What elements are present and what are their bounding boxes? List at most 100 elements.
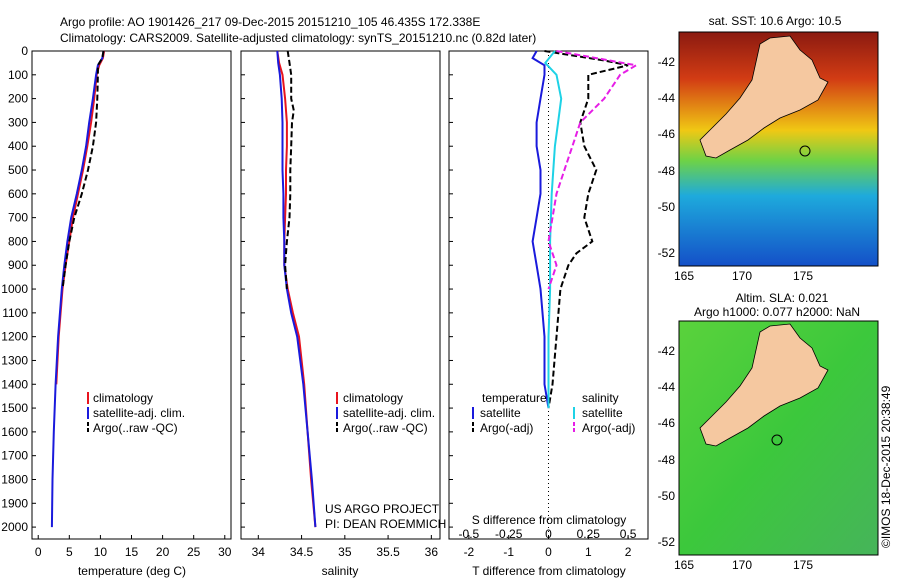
- x-tick-label: -2: [464, 545, 475, 559]
- new-zealand-land: [699, 323, 829, 447]
- map-y-tick-label: -52: [658, 535, 676, 549]
- depth-tick-label: 1600: [1, 425, 28, 439]
- depth-tick-label: 1700: [1, 449, 28, 463]
- legend-label-satellite: satellite-adj. clim.: [93, 406, 185, 420]
- salinity-legend: climatology satellite-adj. clim. Argo(..…: [336, 391, 435, 435]
- legend-label-argo: Argo(..raw -QC): [93, 421, 178, 435]
- depth-tick-label: 1500: [1, 401, 28, 415]
- s-diff-tick-label: 0.5: [620, 527, 637, 541]
- depth-tick-label: 1800: [1, 472, 28, 486]
- x-tick-label: 15: [125, 545, 139, 559]
- series-line-salinity-argo-adj-: [547, 50, 639, 290]
- map-y-tick-label: -46: [658, 416, 676, 430]
- depth-tick-label: 600: [8, 187, 28, 201]
- sst-map-title: sat. SST: 10.6 Argo: 10.5: [709, 14, 842, 28]
- map-y-tick-label: -42: [658, 55, 676, 69]
- map-y-tick-label: -44: [658, 91, 676, 105]
- depth-tick-label: 1200: [1, 330, 28, 344]
- new-zealand-land: [699, 35, 829, 159]
- salinity-plot-frame: [240, 50, 441, 540]
- map-y-tick-label: -42: [658, 344, 676, 358]
- argo-location-marker: [799, 145, 811, 157]
- map-y-tick-label: -48: [658, 453, 676, 467]
- legend-header-temperature: temperature: [482, 391, 547, 405]
- series-line-climatology: [55, 50, 106, 385]
- depth-tick-label: 700: [8, 211, 28, 225]
- map-x-tick-label: 170: [732, 558, 752, 572]
- depth-tick-label: 1000: [1, 282, 28, 296]
- depth-tick-label: 300: [8, 115, 28, 129]
- depth-tick-label: 1100: [2, 306, 28, 320]
- map-x-tick-label: 170: [732, 269, 752, 283]
- x-tick-label: 35.5: [376, 545, 400, 559]
- x-tick-label: 2: [625, 545, 632, 559]
- legend-label-climatology: climatology: [93, 391, 153, 405]
- s-diff-tick-label: -0.25: [495, 527, 523, 541]
- map-x-tick-label: 175: [793, 269, 813, 283]
- depth-tick-label: 2000: [1, 520, 28, 534]
- legend-label-t-satellite: satellite: [480, 406, 521, 420]
- map-y-tick-label: -50: [658, 489, 676, 503]
- depth-tick-label: 100: [8, 68, 28, 82]
- depth-tick-label: 1300: [1, 353, 28, 367]
- s-difference-x-label: S difference from climatology: [472, 513, 627, 527]
- difference-plot: -2 -1 0 1 2 -0.5 -0.25 0 0.25 0.5: [459, 50, 639, 559]
- map-x-tick-label: 165: [674, 269, 694, 283]
- legend-label-t-argo: Argo(-adj): [480, 421, 533, 435]
- depth-tick-label: 500: [8, 163, 28, 177]
- credit-pi: PI: DEAN ROEMMICH: [325, 517, 446, 531]
- depth-axis: 0 100 200 300 400 500 600 700 800 900 1000 1100 1200…: [1, 44, 453, 534]
- series-line-argo-raw-qc-: [284, 50, 295, 290]
- x-tick-label: 25: [187, 545, 201, 559]
- series-line-temperature-satellite: [531, 50, 550, 409]
- map-y-tick-label: -52: [658, 246, 676, 260]
- legend-header-salinity: salinity: [582, 391, 619, 405]
- map-x-tick-label: 175: [793, 558, 813, 572]
- series-line-temperature-argo-adj-: [544, 50, 629, 409]
- sla-map-frame: [678, 320, 879, 556]
- depth-tick-label: 1900: [1, 496, 28, 510]
- x-tick-label: 10: [94, 545, 108, 559]
- map-y-tick-label: -46: [658, 127, 676, 141]
- sst-map: [678, 31, 879, 267]
- x-tick-label: 34.5: [290, 545, 314, 559]
- s-diff-tick-label: 0.25: [577, 527, 601, 541]
- x-tick-label: 1: [585, 545, 592, 559]
- legend-label-s-satellite: satellite: [582, 406, 623, 420]
- argo-location-marker: [771, 434, 783, 446]
- x-tick-label: 20: [156, 545, 170, 559]
- legend-label-argo: Argo(..raw -QC): [343, 421, 428, 435]
- legend-label-s-argo: Argo(-adj): [582, 421, 635, 435]
- legend-label-climatology: climatology: [343, 391, 403, 405]
- s-diff-tick-label: -0.5: [459, 527, 480, 541]
- temperature-plot: 0 5 10 15 20 25 30: [35, 50, 232, 559]
- depth-tick-label: 1400: [1, 377, 28, 391]
- x-tick-label: 35: [338, 545, 352, 559]
- sla-map-title-line2: Argo h1000: 0.077 h2000: NaN: [694, 305, 860, 319]
- legend-label-satellite: satellite-adj. clim.: [343, 406, 435, 420]
- x-tick-label: 34: [252, 545, 266, 559]
- depth-tick-label: 400: [8, 139, 28, 153]
- temperature-legend: climatology satellite-adj. clim. Argo(..…: [87, 391, 185, 435]
- sst-map-axes: 165 170 175 -42 -44 -46 -48 -50 -52: [658, 55, 814, 283]
- sst-map-frame: [678, 31, 879, 267]
- series-line-satellite-adj-clim-: [50, 50, 105, 528]
- map-y-tick-label: -50: [658, 200, 676, 214]
- temperature-x-label: temperature (deg C): [78, 564, 186, 578]
- series-line-argo-raw-qc-: [61, 50, 105, 290]
- depth-tick-label: 800: [8, 234, 28, 248]
- x-tick-label: -1: [503, 545, 514, 559]
- series-line-satellite-adj-clim-: [276, 50, 317, 528]
- s-diff-tick-label: 0: [545, 527, 552, 541]
- depth-tick-label: 0: [21, 44, 28, 58]
- credit-project: US ARGO PROJECT: [325, 502, 440, 516]
- sla-map-title-line1: Altim. SLA: 0.021: [736, 291, 829, 305]
- map-x-tick-label: 165: [674, 558, 694, 572]
- header-title-line2: Climatology: CARS2009. Satellite-adjuste…: [60, 31, 536, 45]
- t-difference-x-label: T difference from climatology: [472, 564, 626, 578]
- depth-tick-label: 200: [8, 92, 28, 106]
- map-y-tick-label: -44: [658, 380, 676, 394]
- x-tick-label: 0: [35, 545, 42, 559]
- depth-tick-label: 900: [8, 258, 28, 272]
